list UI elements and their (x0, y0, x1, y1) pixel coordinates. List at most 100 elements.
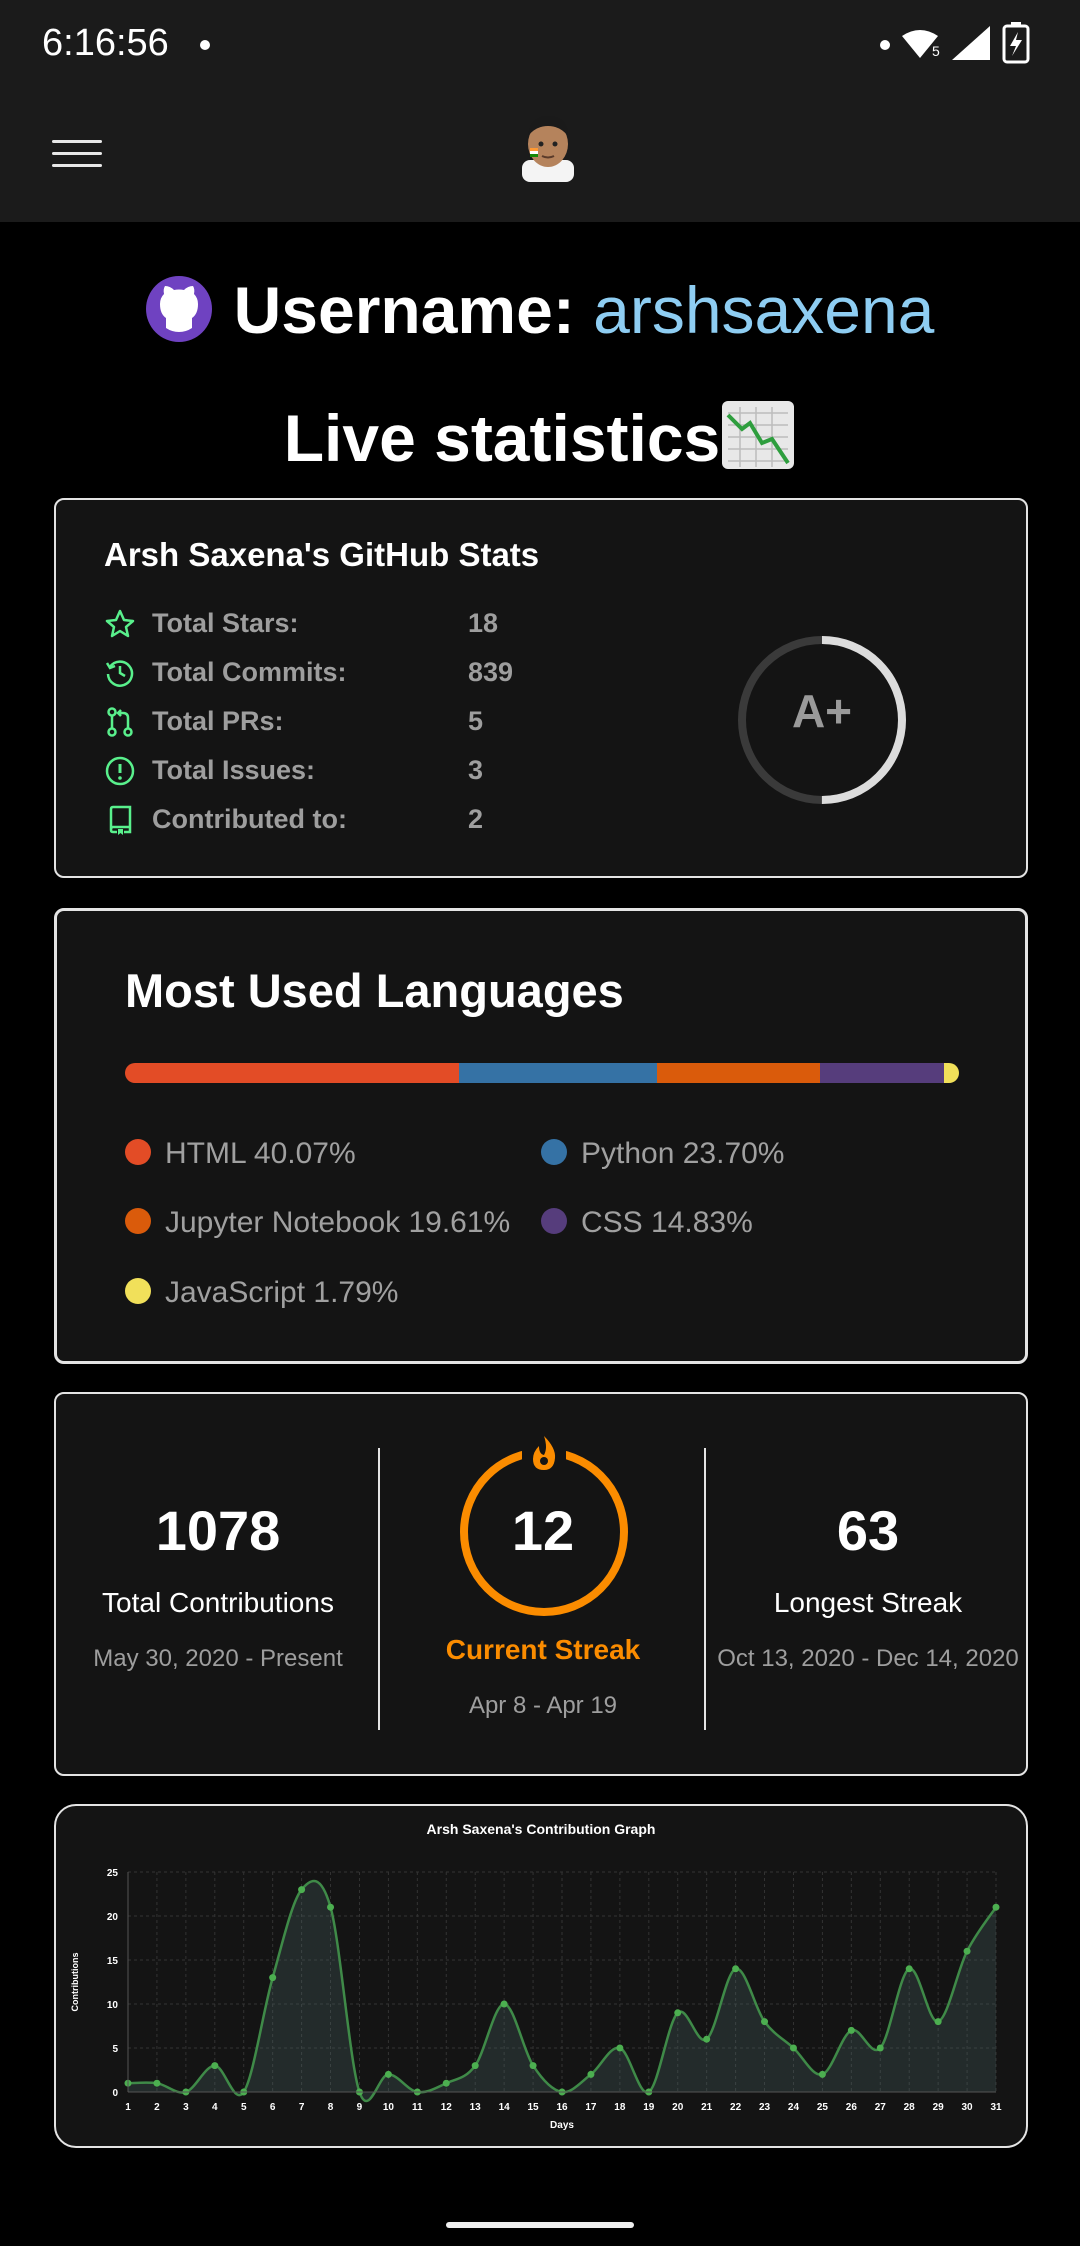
contribution-graph-card: Arsh Saxena's Contribution Graph 0 5 10 15 20… (54, 1804, 1028, 2148)
star-icon (105, 609, 135, 638)
data-point (789, 2044, 797, 2052)
total-contributions-number: 1078 (155, 1499, 281, 1562)
username-link[interactable]: arshsaxena (593, 273, 935, 347)
username-label: Username: (233, 273, 594, 347)
longest-streak-number: 63 (836, 1499, 900, 1562)
area-fill (128, 1880, 996, 2102)
x-tick-label: 17 (585, 2102, 597, 2113)
x-tick-label: 7 (299, 2102, 305, 2113)
x-tick-label: 18 (614, 2102, 626, 2113)
x-tick-label: 1 (125, 2102, 131, 2113)
notification-dot-icon (200, 40, 210, 50)
username-heading: Username: arshsaxena (0, 272, 1080, 362)
divider (704, 1448, 706, 1730)
streak-card: 1078 Total Contributions May 30, 2020 - … (54, 1392, 1028, 1776)
data-point (732, 1965, 740, 1973)
x-tick-label: 2 (154, 2102, 160, 2113)
live-statistics-title: Live statistics (283, 401, 721, 475)
data-point (211, 2062, 219, 2070)
x-tick-label: 15 (528, 2102, 540, 2113)
stats-title: Arsh Saxena's GitHub Stats (104, 536, 540, 573)
rank-grade: A+ (791, 685, 853, 737)
stat-row-contributed: Contributed to: 2 (104, 800, 604, 844)
language-bar-segment (125, 1063, 460, 1083)
total-contributions-range: May 30, 2020 - Present (93, 1645, 343, 1672)
avatar[interactable] (516, 110, 580, 182)
current-streak-number: 12 (511, 1499, 575, 1562)
x-tick-label: 14 (499, 2102, 511, 2113)
y-tick-label: 25 (107, 1868, 119, 1879)
stat-value: 3 (468, 755, 484, 785)
stat-row-stars: Total Stars: 18 (104, 604, 604, 648)
stat-label: Total Stars: (152, 608, 299, 638)
languages-progress-bar (125, 1063, 959, 1083)
live-statistics-heading: Live statistics (0, 400, 1080, 490)
total-contributions: 1078 Total Contributions May 30, 2020 - … (56, 1498, 380, 1673)
stat-label: Contributed to: (152, 804, 347, 834)
language-dot (125, 1139, 151, 1166)
x-tick-label: 28 (904, 2102, 916, 2113)
data-point (327, 1903, 335, 1911)
language-item: HTML 40.07% (125, 1137, 356, 1177)
x-tick-label: 20 (672, 2102, 684, 2113)
stat-value: 18 (468, 608, 499, 638)
language-dot (541, 1208, 567, 1235)
stat-row-issues: Total Issues: 3 (104, 751, 604, 795)
issue-icon (105, 756, 135, 786)
x-tick-label: 16 (556, 2102, 568, 2113)
x-tick-label: 19 (643, 2102, 655, 2113)
contribution-graph: Arsh Saxena's Contribution Graph 0 5 10 15 20… (70, 1821, 1002, 2131)
data-point (587, 2070, 595, 2078)
stat-value: 839 (468, 657, 514, 687)
data-point (500, 2000, 508, 2008)
home-indicator[interactable] (446, 2222, 634, 2228)
status-time: 6:16:56 (42, 22, 169, 64)
x-tick-label: 30 (962, 2102, 974, 2113)
x-tick-label: 21 (701, 2102, 713, 2113)
x-tick-label: 29 (933, 2102, 945, 2113)
chart-title: Arsh Saxena's Contribution Graph (427, 1821, 656, 1837)
rank-ring (738, 636, 906, 804)
x-axis-label: Days (550, 2120, 574, 2131)
data-point (384, 2070, 392, 2078)
y-tick-label: 0 (112, 2088, 118, 2099)
language-bar-segment (944, 1063, 959, 1083)
svg-text:5: 5 (932, 43, 940, 59)
x-tick-label: 10 (383, 2102, 395, 2113)
language-bar-segment (820, 1063, 945, 1083)
x-tick-label: 23 (759, 2102, 771, 2113)
x-tick-label: 24 (788, 2102, 800, 2113)
data-point (153, 2079, 161, 2087)
menu-icon[interactable] (52, 134, 102, 174)
data-point (761, 2018, 769, 2026)
current-streak-label: Current Streak (445, 1634, 641, 1665)
history-icon (105, 660, 134, 687)
github-logo-icon (145, 275, 212, 342)
data-point (818, 2070, 826, 2078)
language-label: JavaScript 1.79% (165, 1276, 399, 1309)
stat-label: Total PRs: (152, 706, 284, 736)
x-tick-label: 25 (817, 2102, 829, 2113)
language-item: Jupyter Notebook 19.61% (125, 1206, 510, 1246)
language-bar-segment (459, 1063, 657, 1083)
chart-decreasing-icon (722, 400, 795, 469)
data-point (963, 1947, 971, 1955)
divider (378, 1448, 380, 1730)
data-point (442, 2079, 450, 2087)
wifi-signal-battery-icon: 5 (902, 22, 1030, 64)
data-point (616, 2044, 624, 2052)
language-item: JavaScript 1.79% (125, 1276, 398, 1316)
longest-streak-label: Longest Streak (773, 1587, 963, 1618)
status-bar: 6:16:56 5 (0, 0, 1080, 90)
data-point (674, 2009, 682, 2017)
x-tick-label: 5 (241, 2102, 247, 2113)
data-point (934, 2018, 942, 2026)
total-contributions-label: Total Contributions (102, 1587, 334, 1618)
language-dot (125, 1208, 151, 1235)
x-tick-label: 8 (328, 2102, 334, 2113)
stat-value: 2 (468, 804, 484, 834)
x-tick-label: 12 (441, 2102, 453, 2113)
data-point (529, 2062, 537, 2070)
language-label: Python 23.70% (581, 1137, 785, 1170)
longest-streak-range: Oct 13, 2020 - Dec 14, 2020 (717, 1645, 1019, 1672)
